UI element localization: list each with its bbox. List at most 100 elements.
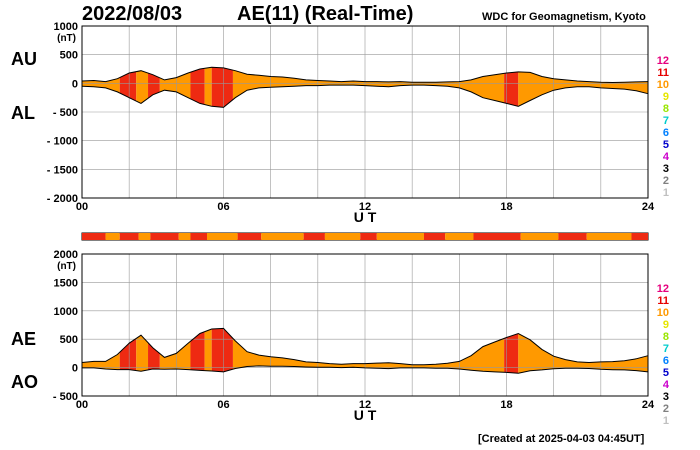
station-bar-segment-15 bbox=[423, 233, 446, 240]
chart-1-ytick-label: 1000 bbox=[54, 21, 78, 33]
station-bar-segment-1 bbox=[82, 233, 106, 240]
station-bar-segment-2 bbox=[105, 233, 120, 240]
station-bar-segment-9 bbox=[237, 233, 262, 240]
station-bar-segment-6 bbox=[178, 233, 191, 240]
plot-date: 2022/08/03 bbox=[82, 3, 183, 25]
chart-1-xtick-label: 18 bbox=[500, 201, 512, 213]
chart-2-xtick-label: 00 bbox=[76, 399, 88, 411]
chart-2-band-8 bbox=[211, 328, 233, 374]
chart-1-ytick-label: 0 bbox=[72, 78, 78, 90]
chart-1-xtick-label: 12 bbox=[359, 201, 371, 213]
chart-2-xtick-label: 12 bbox=[359, 399, 371, 411]
chart-1-xtick-label: 24 bbox=[642, 201, 655, 213]
chart-2-series-ae-line bbox=[81, 327, 649, 366]
chart-2-level-legend-item: 9 bbox=[663, 319, 669, 331]
station-bar-segment-11 bbox=[303, 233, 325, 240]
station-bar-segment-21 bbox=[631, 233, 648, 240]
chart-1-band-8 bbox=[211, 67, 233, 108]
chart-2-band-5 bbox=[159, 328, 191, 374]
chart-1-xaxis-label: U T bbox=[354, 209, 377, 225]
chart-1-ytick-label: 500 bbox=[60, 50, 78, 62]
chart-1-level-legend-item: 8 bbox=[663, 103, 669, 115]
chart-2-index-label-upper: AE bbox=[11, 329, 36, 349]
chart-2-level-legend-item: 6 bbox=[663, 355, 669, 367]
chart-2-level-legend-item: 7 bbox=[663, 343, 669, 355]
chart-1-level-legend-item: 6 bbox=[663, 127, 669, 139]
chart-2-level-legend-item: 4 bbox=[663, 379, 670, 391]
chart-1-level-legend-item: 9 bbox=[663, 91, 669, 103]
station-bar-segment-16 bbox=[445, 233, 474, 240]
chart-1-ytick-label: - 500 bbox=[53, 107, 78, 119]
chart-2-level-legend-item: 12 bbox=[657, 283, 669, 295]
station-bar-segment-14 bbox=[376, 233, 424, 240]
chart-1-xtick-label: 00 bbox=[76, 201, 88, 213]
chart-1-band-10 bbox=[504, 67, 519, 108]
station-bar-segment-3 bbox=[119, 233, 139, 240]
chart-2-band-1 bbox=[82, 328, 120, 374]
chart-1-ytick-label: - 1000 bbox=[47, 136, 78, 148]
chart-1-ytick-label: - 2000 bbox=[47, 193, 78, 205]
chart-1-series-al-line bbox=[81, 84, 649, 108]
station-bar-segment-13 bbox=[360, 233, 377, 240]
chart-2-band-11 bbox=[518, 328, 648, 374]
chart-2-ytick-label: 1000 bbox=[54, 306, 78, 318]
chart-2-level-legend-item: 11 bbox=[657, 295, 669, 307]
chart-1-band-7 bbox=[204, 67, 212, 108]
plot-title: AE(11) (Real-Time) bbox=[237, 3, 414, 25]
chart-2-ytick-label: 2000 bbox=[54, 249, 78, 261]
chart-1-level-legend-item: 12 bbox=[657, 55, 669, 67]
chart-2-xtick-label: 06 bbox=[217, 399, 229, 411]
chart-1-level-legend-item: 1 bbox=[663, 187, 669, 199]
chart-1-xtick-label: 06 bbox=[217, 201, 229, 213]
chart-2-band-9 bbox=[232, 328, 505, 374]
station-bar-segment-4 bbox=[138, 233, 151, 240]
chart-2-xtick-label: 18 bbox=[500, 399, 512, 411]
chart-2-level-legend-item: 1 bbox=[663, 415, 669, 427]
chart-1-unit-label: (nT) bbox=[57, 33, 76, 44]
chart-2-level-legend-item: 8 bbox=[663, 331, 669, 343]
chart-2-band-4 bbox=[148, 328, 160, 374]
chart-1-band-6 bbox=[190, 67, 205, 108]
chart-1-series-au-line bbox=[81, 66, 649, 84]
chart-1-index-label-lower: AL bbox=[11, 103, 35, 123]
station-bar-segment-18 bbox=[520, 233, 559, 240]
chart-1-level-legend-item: 4 bbox=[663, 151, 670, 163]
chart-2-band-10 bbox=[504, 328, 519, 374]
chart-1-level-legend-item: 3 bbox=[663, 163, 669, 175]
station-bar-segment-17 bbox=[473, 233, 521, 240]
chart-1-ytick-label: - 1500 bbox=[47, 164, 78, 176]
chart-2-ytick-label: 500 bbox=[60, 334, 78, 346]
chart-1-level-legend-item: 10 bbox=[657, 79, 669, 91]
chart-2-band-6 bbox=[190, 328, 205, 374]
station-bar-segment-12 bbox=[324, 233, 361, 240]
chart-1-level-legend-item: 7 bbox=[663, 115, 669, 127]
chart-2-frame bbox=[81, 253, 649, 397]
chart-2-ytick-label: - 500 bbox=[53, 391, 78, 403]
chart-1-band-4 bbox=[148, 67, 160, 108]
chart-2-ytick-label: 1500 bbox=[54, 277, 78, 289]
chart-2-xtick-label: 24 bbox=[642, 399, 655, 411]
chart-2-band-2 bbox=[119, 328, 137, 374]
chart-2-level-legend-item: 2 bbox=[663, 403, 669, 415]
chart-1-frame bbox=[81, 25, 649, 199]
chart-2-ytick-label: 0 bbox=[72, 363, 78, 375]
chart-2-level-legend-item: 5 bbox=[663, 367, 669, 379]
station-bar-segment-7 bbox=[190, 233, 207, 240]
data-source: WDC for Geomagnetism, Kyoto bbox=[482, 11, 646, 23]
chart-2-series-ao-line bbox=[82, 365, 649, 374]
chart-1-index-label-upper: AU bbox=[11, 49, 37, 69]
chart-2-band-3 bbox=[136, 328, 149, 374]
created-timestamp: [Created at 2025-04-03 04:45UT] bbox=[478, 433, 645, 445]
station-bar-segment-20 bbox=[586, 233, 632, 240]
chart-2-index-label-lower: AO bbox=[11, 372, 38, 392]
chart-1-band-3 bbox=[136, 67, 149, 108]
station-bar-segment-5 bbox=[150, 233, 179, 240]
chart-2-level-legend-item: 10 bbox=[657, 307, 669, 319]
chart-2-level-legend-item: 3 bbox=[663, 391, 669, 403]
chart-2-xaxis-label: U T bbox=[354, 407, 377, 423]
chart-1-level-legend-item: 2 bbox=[663, 175, 669, 187]
station-bar-segment-8 bbox=[206, 233, 238, 240]
chart-1-level-legend-item: 5 bbox=[663, 139, 669, 151]
